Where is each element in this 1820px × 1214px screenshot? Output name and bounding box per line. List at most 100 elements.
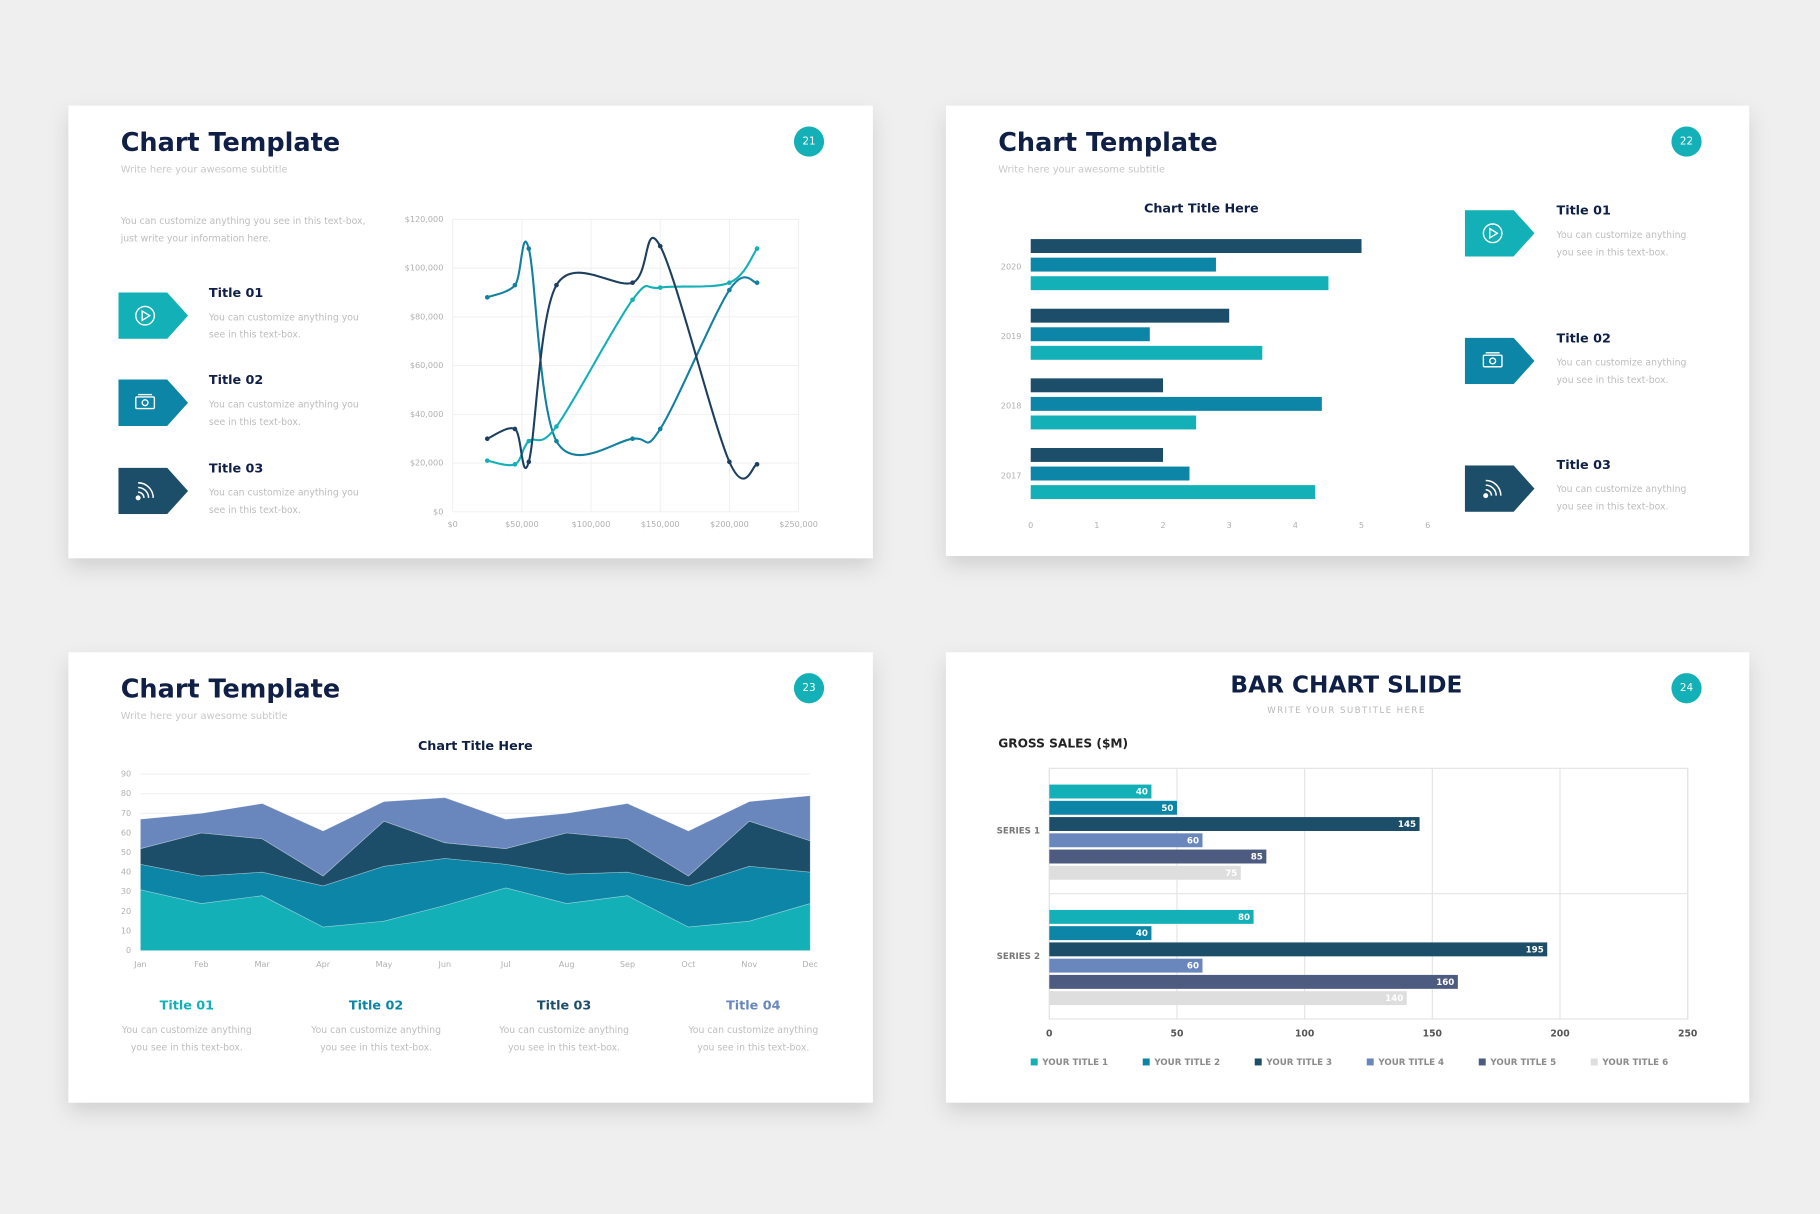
item-box: You can customize anything you see in th… [121, 1024, 252, 1053]
point [512, 282, 518, 288]
point [630, 280, 635, 286]
bar [1030, 239, 1362, 254]
legend-label: YOUR TITLE 3 [1265, 1058, 1332, 1068]
item-text: You can customize anything you see in th… [208, 487, 359, 516]
point [754, 461, 760, 467]
page-badge [793, 673, 825, 704]
data-label: 85 [1251, 853, 1263, 863]
y-tick-label: 60 [121, 827, 131, 837]
x-tick-label: Nov [741, 959, 757, 969]
area [140, 887, 811, 951]
item-text: You can customize anything you see in th… [1556, 357, 1687, 386]
chart-title: Chart Title Here [1144, 201, 1259, 216]
legend-label: YOUR TITLE 5 [1489, 1058, 1556, 1068]
item-text: You can customize anything you see in th… [208, 399, 359, 428]
item-title: Title 02 [1557, 331, 1611, 346]
item-box: You can customize anything you see in th… [1557, 484, 1687, 512]
bar [1049, 926, 1152, 941]
x-tick-label: $0 [448, 519, 458, 529]
x-tick-label: Aug [559, 959, 575, 969]
x-tick-label: 3 [1227, 520, 1232, 530]
slide-frame [68, 105, 873, 559]
y-tick-label: 80 [121, 788, 131, 798]
page-number: 21 [802, 136, 815, 148]
item-box: You can customize anything you see in th… [209, 312, 359, 340]
bar [1049, 817, 1420, 831]
bar [1030, 276, 1329, 291]
x-tick-label: 1 [1094, 520, 1099, 530]
bar [1049, 909, 1254, 924]
page-badge [793, 126, 825, 157]
y-tick-label: 0 [126, 945, 131, 955]
data-label: 60 [1187, 836, 1199, 846]
item-title: Title 01 [160, 999, 214, 1014]
x-tick-label: May [376, 959, 393, 969]
slide-title: Chart Template [121, 675, 340, 705]
point [512, 461, 518, 467]
legend-label: YOUR TITLE 4 [1377, 1058, 1444, 1068]
item-box: You can customize anything you see in th… [1556, 357, 1687, 386]
x-tick-label: 0 [1046, 1029, 1052, 1040]
item-title: Title 03 [537, 999, 591, 1014]
item-text: You can customize anything you see in th… [121, 1024, 252, 1053]
x-tick-label: Jun [438, 959, 452, 969]
y-tick-label: $60,000 [410, 360, 444, 370]
item-title: Title 01 [1557, 204, 1611, 219]
slide-subtitle: Write here your awesome subtitle [121, 711, 288, 722]
point [512, 426, 518, 432]
y-tick-label: 40 [121, 867, 131, 877]
x-tick-label: Oct [681, 959, 695, 969]
slide-title: Chart Template [121, 128, 340, 158]
bar [1049, 849, 1267, 864]
y-tick-label: $0 [433, 506, 443, 516]
legend-label: YOUR TITLE 6 [1601, 1058, 1668, 1068]
slide-subtitle: Write here your awesome subtitle [998, 164, 1165, 175]
bar [1030, 396, 1322, 411]
point [554, 282, 559, 288]
item-title: Title 02 [209, 373, 263, 388]
bar [1030, 485, 1316, 500]
data-label: 75 [1225, 869, 1237, 879]
chart-title: Chart Title Here [418, 739, 533, 754]
y-tick-label: 30 [121, 886, 131, 896]
x-tick-label: 5 [1359, 520, 1364, 530]
x-tick-label: Apr [316, 959, 331, 969]
y-tick-label: 2019 [1001, 331, 1022, 341]
point [657, 285, 663, 290]
legend-swatch [1366, 1058, 1374, 1066]
bar [1030, 345, 1263, 360]
y-tick-label: $40,000 [410, 409, 444, 419]
legend-swatch [1030, 1058, 1038, 1066]
bar [1030, 378, 1164, 393]
data-label: 140 [1385, 994, 1403, 1004]
x-tick-label: 4 [1293, 520, 1298, 530]
data-label: 60 [1187, 962, 1199, 972]
y-tick-label: 70 [121, 808, 131, 818]
y-tick-label: 10 [121, 925, 131, 935]
point [657, 426, 663, 432]
area [140, 795, 811, 877]
page-badge [1671, 673, 1702, 704]
point [526, 438, 532, 444]
point [484, 295, 490, 300]
legend-swatch [1254, 1058, 1262, 1066]
page-number: 22 [1680, 136, 1693, 148]
point [727, 280, 732, 286]
bar [1049, 974, 1458, 989]
x-tick-label: Feb [194, 959, 208, 969]
item-title: Title 04 [726, 999, 780, 1014]
bar [1049, 991, 1407, 1006]
item-title: Title 03 [1557, 458, 1611, 473]
area [140, 858, 811, 928]
data-label: 80 [1238, 913, 1250, 923]
bar [1049, 942, 1548, 957]
y-tick-label: 2020 [1001, 261, 1022, 271]
x-tick-label: 250 [1678, 1029, 1697, 1040]
x-tick-label: Dec [802, 959, 818, 969]
data-label: 40 [1136, 929, 1148, 939]
intro-text: You can customize anything you see in th… [120, 215, 366, 244]
data-label: 40 [1136, 788, 1148, 798]
point [727, 287, 732, 293]
